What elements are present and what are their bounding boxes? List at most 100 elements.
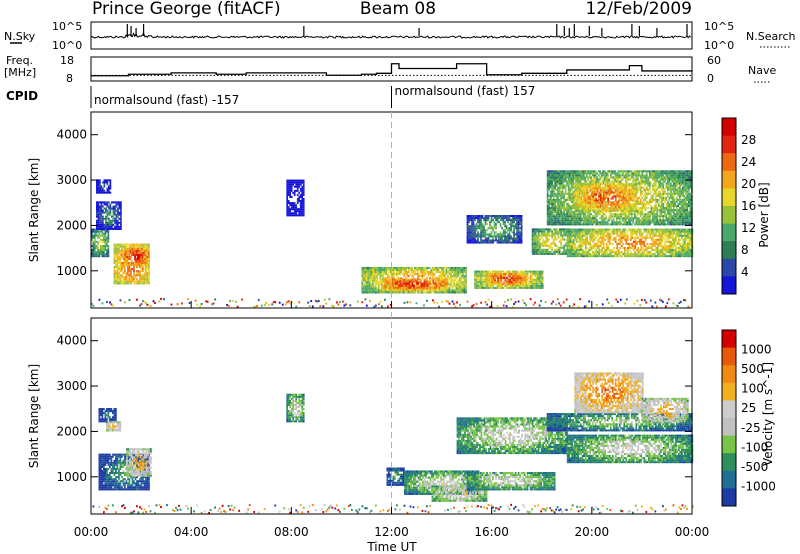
heatmap-cell [608,240,611,243]
heatmap-cell [103,240,105,243]
heatmap-cell [515,275,517,278]
heatmap-cell [457,273,460,276]
heatmap-cell [113,245,116,248]
heatmap-cell [99,179,101,182]
heatmap-cell [457,289,460,292]
heatmap-cell [148,276,150,279]
heatmap-cell [574,234,577,237]
heatmap-cell [415,285,418,288]
heatmap-cell [435,286,438,289]
heatmap-cell [586,251,589,254]
heatmap-cell [511,237,514,240]
heatmap-cell [581,228,584,231]
heatmap-cell [115,276,117,279]
heatmap-cell [601,238,604,241]
heatmap-cell [647,230,650,233]
heatmap-cell [689,238,692,241]
heatmap-cell [432,299,434,302]
heatmap-cell [484,237,487,240]
heatmap-cell [561,194,564,197]
heatmap-cell [563,202,566,206]
heatmap-cell [581,230,584,233]
heatmap-cell [119,263,122,267]
heatmap-cell [573,221,576,224]
heatmap-cell [199,305,201,308]
heatmap-cell [567,176,570,179]
heatmap-cell [480,272,482,275]
heatmap-cell [655,238,658,241]
heatmap-cell [658,238,661,241]
heatmap-cell [148,278,150,281]
heatmap-cell [105,211,107,214]
heatmap-cell [686,244,689,247]
heatmap-cell [572,230,575,233]
heatmap-cell [493,225,496,228]
heatmap-cell [514,217,517,220]
heatmap-cell [388,271,391,274]
heatmap-cell [296,202,299,205]
heatmap-cell [557,202,560,206]
heatmap-cell [640,255,643,258]
heatmap-cell [574,242,577,245]
heatmap-cell [571,240,574,243]
heatmap-cell [117,207,119,210]
heatmap-cell [520,233,523,236]
heatmap-cell [507,281,510,284]
heatmap-cell [211,303,214,306]
heatmap-cell [486,277,489,280]
heatmap-cell [117,225,119,228]
heatmap-cell [519,231,521,234]
heatmap-cell [579,221,582,224]
heatmap-cell [367,275,370,278]
heatmap-cell [682,251,685,254]
heatmap-cell [511,221,514,224]
heatmap-cell [460,285,463,288]
heatmap-cell [302,204,305,207]
noise-tick-right-top: 10^5 [704,20,734,33]
heatmap-cell [516,223,518,226]
heatmap-cell [438,291,440,294]
heatmap-cell [505,217,508,220]
heatmap-cell [144,262,147,265]
heatmap-cell [498,239,500,242]
heatmap-cell [447,289,449,292]
heatmap-cell [664,230,667,233]
heatmap-cell [136,278,138,281]
heatmap-cell [494,277,496,280]
heatmap-cell [546,234,549,237]
heatmap-cell [599,244,602,247]
heatmap-cell [536,236,538,239]
heatmap-cell [677,228,680,231]
heatmap-cell [495,281,498,284]
heatmap-cell [229,300,232,303]
heatmap-cell [414,291,416,294]
heatmap-cell [387,280,390,283]
heatmap-cell [507,217,509,220]
heatmap-cell [115,243,117,246]
heatmap-cell [143,280,146,283]
heatmap-cell [417,271,419,274]
heatmap-cell [653,240,656,243]
heatmap-cell [451,271,454,274]
heatmap-cell [111,225,113,228]
heatmap-cell [508,276,511,279]
heatmap-cell [522,279,525,282]
heatmap-cell [112,207,115,210]
heatmap-cell [640,238,643,241]
heatmap-cell [404,284,406,287]
heatmap-cell [552,196,555,199]
heatmap-cell [364,266,367,269]
heatmap-cell [548,170,550,173]
heatmap-cell [111,201,113,204]
heatmap-cell [116,261,119,264]
heatmap-cell [115,225,118,228]
heatmap-cell [430,275,433,278]
heatmap-cell [664,305,667,308]
heatmap-cell [362,275,365,278]
heatmap-cell [403,266,406,269]
heatmap-cell [145,255,147,258]
heatmap-cell [140,262,142,265]
heatmap-cell [481,241,484,244]
heatmap-cell [451,277,454,280]
heatmap-cell [427,266,430,269]
